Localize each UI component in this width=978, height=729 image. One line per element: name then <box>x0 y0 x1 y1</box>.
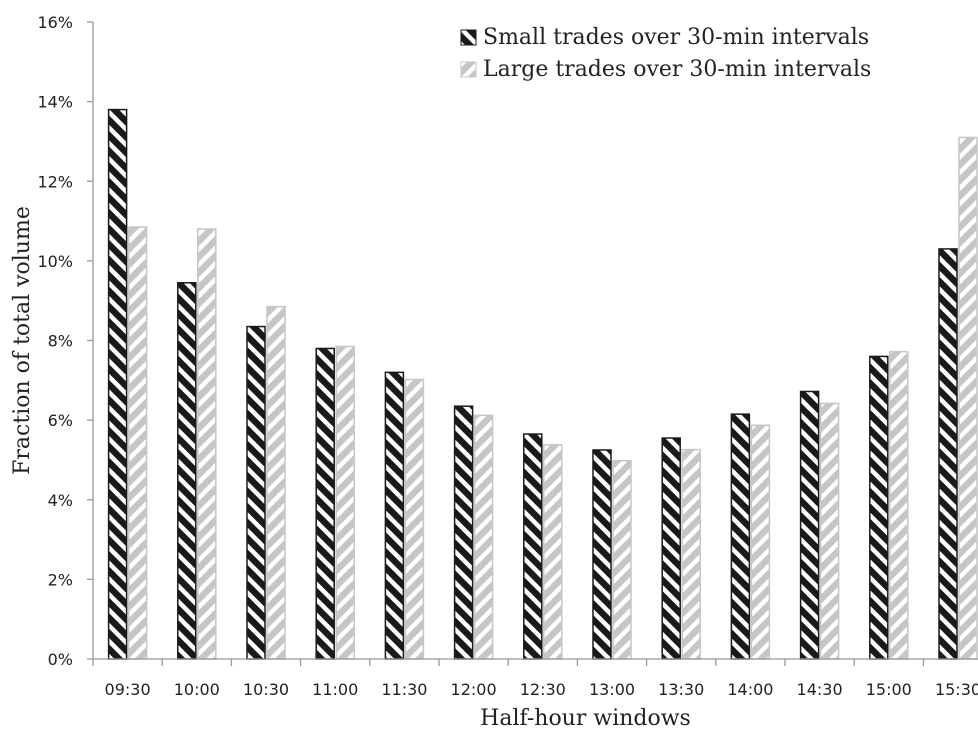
bar-large-trades-1100 <box>335 345 355 660</box>
y-tick-label: 8% <box>48 332 73 351</box>
y-tick-label: 12% <box>37 172 73 191</box>
x-axis-ticks: 09:30 10:00 10:30 11:00 11:30 12:00 12:30 13:00… <box>92 659 978 699</box>
bar-small-trades-0930 <box>107 108 128 660</box>
legend: Small trades over 30-min intervals Large… <box>460 25 871 82</box>
x-tick-label: 12:00 <box>451 680 497 699</box>
y-tick-label: 10% <box>37 252 73 271</box>
bar-small-trades-1500 <box>869 355 889 660</box>
x-axis-title: Half-hour windows <box>480 706 691 729</box>
bar-large-trades-0930 <box>127 226 148 660</box>
bar-small-trades-1330 <box>661 437 681 660</box>
bar-large-trades-1200 <box>473 414 494 660</box>
legend-swatch-small-trades <box>460 29 477 46</box>
legend-item-small-trades: Small trades over 30-min intervals <box>460 25 869 50</box>
y-tick-label: 6% <box>48 411 73 430</box>
x-tick-label: 11:30 <box>381 680 427 699</box>
bar-small-trades-1430 <box>799 390 820 660</box>
x-tick-label: 13:30 <box>658 680 704 699</box>
y-tick-label: 2% <box>48 570 73 589</box>
bar-large-trades-1000 <box>197 228 217 660</box>
x-tick-label: 10:30 <box>243 680 289 699</box>
y-tick-label: 16% <box>37 13 73 32</box>
bar-large-trades-1330 <box>681 448 701 660</box>
y-axis-ticks: 0% 2% 4% 6% 8% 10% 12% 14% 16% <box>37 13 93 669</box>
x-tick-label: 14:00 <box>727 680 773 699</box>
bar-small-trades-1100 <box>315 347 335 660</box>
legend-label-small-trades: Small trades over 30-min intervals <box>483 25 869 50</box>
x-tick-label: 11:00 <box>312 680 358 699</box>
x-tick-label: 12:30 <box>520 680 566 699</box>
bar-large-trades-1500 <box>889 350 909 660</box>
bar-small-trades-1000 <box>177 282 197 660</box>
legend-swatch-large-trades <box>460 61 477 78</box>
x-tick-label: 09:30 <box>105 680 151 699</box>
x-tick-label: 10:00 <box>174 680 220 699</box>
bars <box>107 108 978 660</box>
x-tick-label: 13:00 <box>589 680 635 699</box>
y-axis-title: Fraction of total volume <box>10 206 35 475</box>
y-tick-label: 0% <box>48 650 73 669</box>
bar-small-trades-1030 <box>246 325 266 660</box>
bar-large-trades-1230 <box>543 444 563 660</box>
bar-small-trades-1130 <box>384 371 405 660</box>
y-tick-label: 14% <box>37 93 73 112</box>
x-tick-label: 14:30 <box>797 680 843 699</box>
bar-small-trades-1530 <box>938 248 958 660</box>
bar-large-trades-1300 <box>612 459 632 660</box>
y-tick-label: 4% <box>48 491 73 510</box>
x-tick-label: 15:00 <box>866 680 912 699</box>
bar-large-trades-1530 <box>958 136 978 660</box>
bar-large-trades-1400 <box>750 424 771 660</box>
legend-label-large-trades: Large trades over 30-min intervals <box>483 57 871 82</box>
legend-item-large-trades: Large trades over 30-min intervals <box>460 57 871 82</box>
bar-small-trades-1400 <box>730 413 751 660</box>
bar-small-trades-1300 <box>592 449 612 660</box>
bar-large-trades-1030 <box>266 305 286 660</box>
bar-large-trades-1130 <box>404 378 425 660</box>
x-tick-label: 15:30 <box>935 680 978 699</box>
bar-small-trades-1230 <box>523 433 543 660</box>
bar-small-trades-1200 <box>453 405 474 660</box>
bar-large-trades-1430 <box>819 402 840 660</box>
